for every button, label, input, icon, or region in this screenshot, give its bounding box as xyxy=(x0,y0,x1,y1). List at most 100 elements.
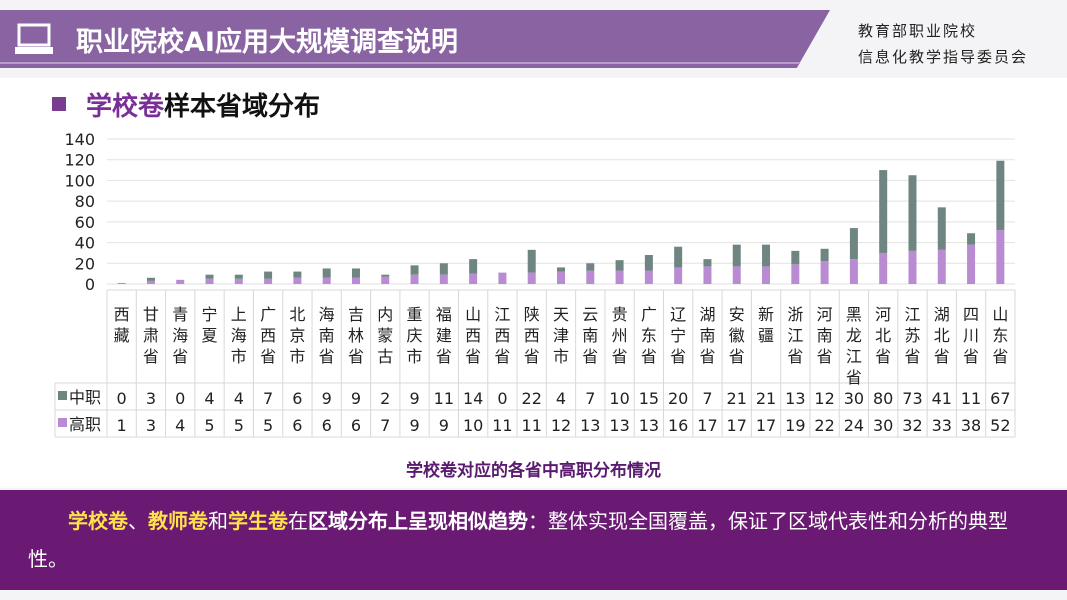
category-label-char: 省 xyxy=(699,347,715,366)
data-value: 41 xyxy=(932,389,952,408)
bar-zhongzhi xyxy=(937,207,946,250)
data-value: 0 xyxy=(175,389,185,408)
category-label-char: 省 xyxy=(670,347,686,366)
category-label-char: 新 xyxy=(758,305,774,324)
legend-swatch xyxy=(58,418,67,427)
category-label-char: 蒙 xyxy=(377,326,393,345)
data-value: 52 xyxy=(990,416,1010,435)
summary-text: 在 xyxy=(288,509,308,533)
category-label-char: 州 xyxy=(612,326,628,345)
bar-zhongzhi xyxy=(322,268,331,278)
category-label-char: 徽 xyxy=(729,326,745,345)
bar-zhongzhi xyxy=(879,170,888,253)
bar-gaozhi xyxy=(527,272,536,284)
category-label-char: 省 xyxy=(934,347,950,366)
bar-zhongzhi xyxy=(439,263,448,275)
category-label-char: 省 xyxy=(729,347,745,366)
page-title: 职业院校AI应用大规模调查说明 xyxy=(76,27,458,58)
category-label-char: 省 xyxy=(846,368,862,387)
data-value: 7 xyxy=(585,389,595,408)
bar-zhongzhi xyxy=(732,244,741,267)
data-value: 7 xyxy=(380,416,390,435)
bar-gaozhi xyxy=(322,277,331,284)
bar-gaozhi xyxy=(615,270,624,284)
category-label-char: 省 xyxy=(641,347,657,366)
category-label-char: 江 xyxy=(494,305,510,324)
bar-zhongzhi xyxy=(264,271,273,279)
category-label-char: 龙 xyxy=(846,326,862,345)
data-value: 7 xyxy=(702,389,712,408)
data-value: 67 xyxy=(990,389,1010,408)
y-tick-label: 20 xyxy=(75,254,95,273)
data-value: 16 xyxy=(668,416,688,435)
data-value: 4 xyxy=(175,416,185,435)
category-label-char: 省 xyxy=(963,347,979,366)
y-tick-label: 120 xyxy=(64,151,95,170)
data-value: 9 xyxy=(351,389,361,408)
bar-gaozhi xyxy=(205,278,214,284)
data-value: 0 xyxy=(497,389,507,408)
category-label-char: 海 xyxy=(319,305,335,324)
bar-gaozhi xyxy=(849,259,858,284)
category-label-char: 省 xyxy=(260,347,276,366)
data-value: 1 xyxy=(117,416,127,435)
category-label-char: 省 xyxy=(494,347,510,366)
bar-zhongzhi xyxy=(644,255,653,271)
category-label-char: 西 xyxy=(524,326,540,345)
summary-text: 、 xyxy=(128,509,148,533)
category-label-char: 上 xyxy=(231,305,247,324)
bar-zhongzhi xyxy=(410,265,419,275)
summary-text: 学生卷 xyxy=(228,509,288,533)
category-label-char: 京 xyxy=(289,326,305,345)
category-label-char: 四 xyxy=(963,305,979,324)
category-label-char: 福 xyxy=(436,305,452,324)
category-label-char: 省 xyxy=(612,347,628,366)
y-tick-label: 60 xyxy=(75,213,95,232)
data-value: 30 xyxy=(873,416,893,435)
category-label-char: 陕 xyxy=(524,305,540,324)
data-value: 11 xyxy=(961,389,981,408)
category-label-char: 河 xyxy=(875,305,891,324)
legend-label: 中职 xyxy=(69,388,101,407)
category-label-char: 北 xyxy=(875,326,891,345)
data-value: 9 xyxy=(409,389,419,408)
legend-label: 高职 xyxy=(69,415,101,434)
data-value: 4 xyxy=(204,389,214,408)
category-label-char: 云 xyxy=(582,305,598,324)
data-value: 4 xyxy=(234,389,244,408)
category-label-char: 山 xyxy=(465,305,481,324)
data-value: 33 xyxy=(932,416,952,435)
banner-divider xyxy=(0,62,800,64)
category-label-char: 省 xyxy=(817,347,833,366)
bar-zhongzhi xyxy=(586,263,595,271)
bar-gaozhi xyxy=(234,278,243,284)
data-value: 11 xyxy=(492,416,512,435)
bar-gaozhi xyxy=(117,282,126,284)
category-label-char: 省 xyxy=(582,347,598,366)
data-value: 13 xyxy=(580,416,600,435)
bar-gaozhi xyxy=(351,277,360,284)
bar-gaozhi xyxy=(381,276,390,284)
category-label-char: 肃 xyxy=(143,326,159,345)
bar-gaozhi xyxy=(937,249,946,284)
data-value: 6 xyxy=(351,416,361,435)
bar-zhongzhi xyxy=(762,244,771,267)
organization-name: 教育部职业院校 信息化教学指导委员会 xyxy=(858,18,1028,70)
category-label-char: 省 xyxy=(992,347,1008,366)
bar-zhongzhi xyxy=(381,274,390,277)
summary-box: 学校卷、教师卷和学生卷在区域分布上呈现相似趋势：整体实现全国覆盖，保证了区域代表… xyxy=(0,490,1067,590)
data-value: 21 xyxy=(727,389,747,408)
bar-zhongzhi xyxy=(820,248,829,262)
bar-gaozhi xyxy=(674,267,683,284)
summary-text: 学校卷 xyxy=(68,509,128,533)
data-value: 12 xyxy=(551,416,571,435)
data-value: 21 xyxy=(756,389,776,408)
bar-zhongzhi xyxy=(205,274,214,279)
bar-zhongzhi xyxy=(351,268,360,278)
category-label-char: 省 xyxy=(172,347,188,366)
y-tick-label: 80 xyxy=(75,192,95,211)
data-value: 11 xyxy=(522,416,542,435)
laptop-icon xyxy=(15,23,53,54)
bar-gaozhi xyxy=(967,244,976,284)
bar-gaozhi xyxy=(762,266,771,284)
